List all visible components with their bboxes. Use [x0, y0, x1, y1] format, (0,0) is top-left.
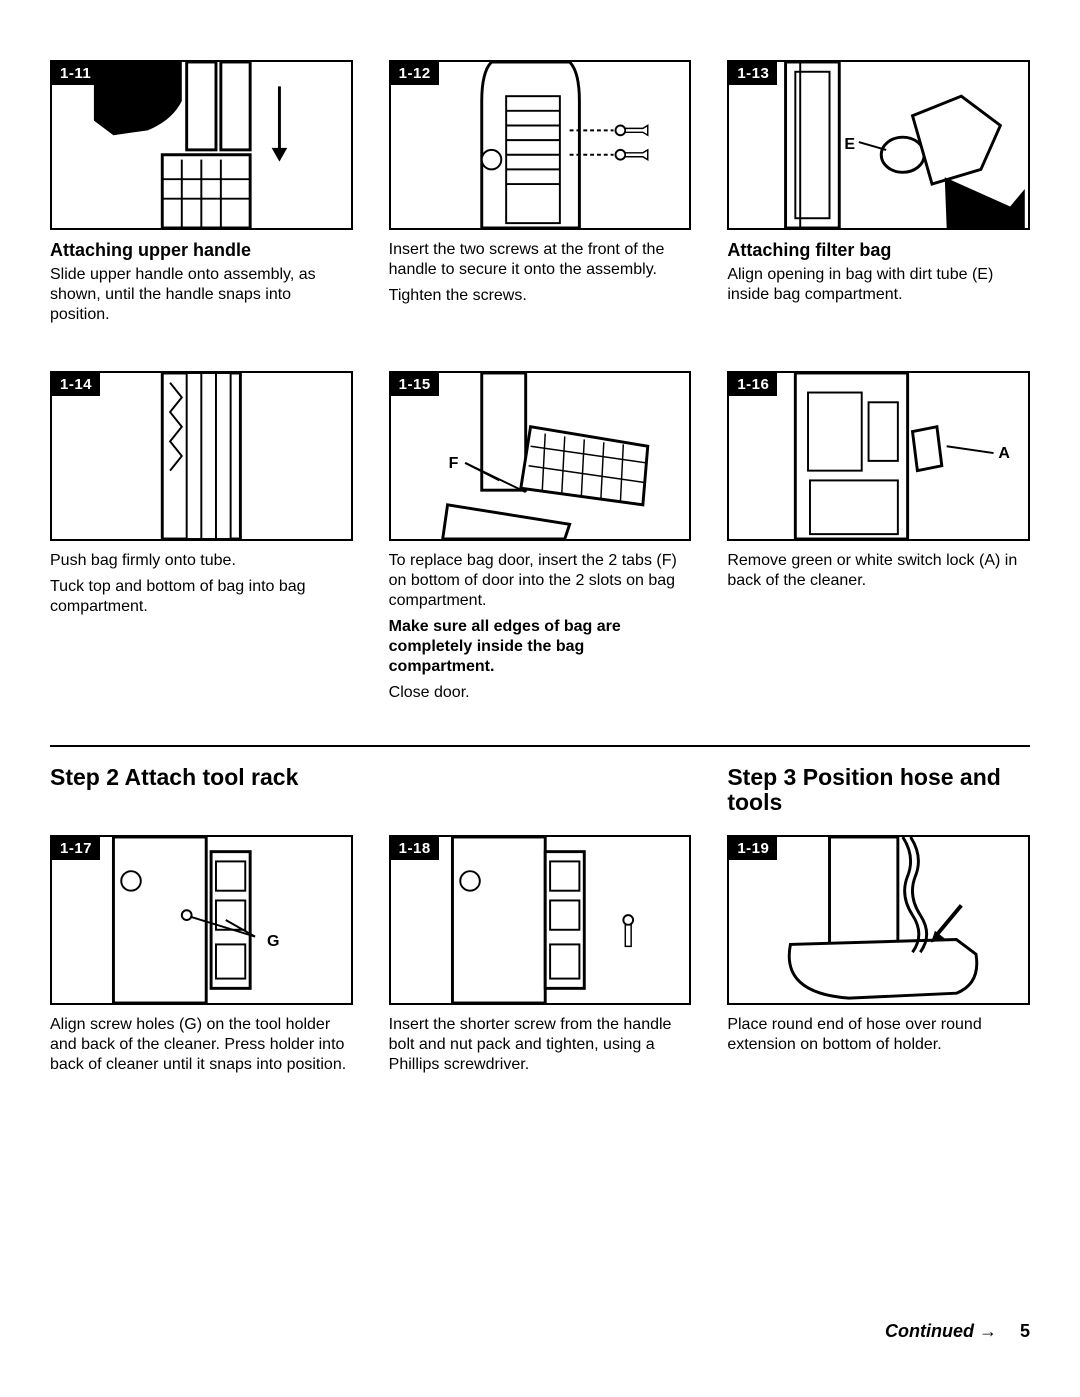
text: To replace bag door, insert the 2 tabs (… [389, 551, 692, 611]
figure-1-18: 1-18 [389, 835, 692, 1005]
step3-heading-cell: Step 3 Position hose and tools [727, 765, 1030, 826]
figure-number: 1-19 [729, 837, 777, 860]
figure-number: 1-13 [729, 62, 777, 85]
section-rule [50, 745, 1030, 747]
text: Tuck top and bottom of bag into bag comp… [50, 577, 353, 617]
body-1-14: Push bag firmly onto tube. Tuck top and … [50, 551, 353, 617]
illustration-upper-handle [52, 62, 351, 228]
spacer [389, 765, 692, 826]
illustration-bag-door [391, 373, 690, 539]
text: Align opening in bag with dirt tube (E) … [727, 265, 1030, 305]
continued-label: Continued [885, 1321, 974, 1341]
callout-E: E [844, 136, 855, 154]
cell-1-16: 1-16 A Remove green or white switch lock… [727, 371, 1030, 709]
figure-1-19: 1-19 [727, 835, 1030, 1005]
instruction-grid: 1-11 Attaching upper handle Slide upper … [50, 60, 1030, 709]
figure-number: 1-17 [52, 837, 100, 860]
cell-1-13: 1-13 E Attaching filter bag Align openin… [727, 60, 1030, 331]
step2-heading-cell: Step 2 Attach tool rack [50, 765, 353, 826]
body-1-13: Align opening in bag with dirt tube (E) … [727, 265, 1030, 305]
subheading-upper-handle: Attaching upper handle [50, 240, 353, 261]
figure-number: 1-12 [391, 62, 439, 85]
illustration-push-bag [52, 373, 351, 539]
body-1-18: Insert the shorter screw from the handle… [389, 1015, 692, 1075]
step-grid: Step 2 Attach tool rack Step 3 Position … [50, 765, 1030, 1082]
text: Remove green or white switch lock (A) in… [727, 551, 1030, 591]
text-bold: Make sure all edges of bag are completel… [389, 617, 692, 677]
figure-number: 1-16 [729, 373, 777, 396]
body-1-16: Remove green or white switch lock (A) in… [727, 551, 1030, 591]
cell-1-11: 1-11 Attaching upper handle Slide upper … [50, 60, 353, 331]
figure-1-14: 1-14 [50, 371, 353, 541]
continued-arrow: → [979, 1321, 997, 1341]
step-heading-3: Step 3 Position hose and tools [727, 765, 1030, 816]
callout-G: G [267, 933, 279, 951]
text: Insert the two screws at the front of th… [389, 240, 692, 280]
cell-1-19: 1-19 Place round end of hose over round … [727, 835, 1030, 1081]
text: Place round end of hose over round exten… [727, 1015, 1030, 1055]
cell-1-14: 1-14 Push bag firmly onto tube. Tuck top… [50, 371, 353, 709]
illustration-tool-rack [52, 837, 351, 1003]
figure-number: 1-14 [52, 373, 100, 396]
page-footer: Continued → 5 [50, 1321, 1030, 1342]
illustration-screws [391, 62, 690, 228]
page-number: 5 [1020, 1321, 1030, 1341]
body-1-17: Align screw holes (G) on the tool holder… [50, 1015, 353, 1075]
illustration-switch-lock [729, 373, 1028, 539]
body-1-11: Slide upper handle onto assembly, as sho… [50, 265, 353, 325]
callout-F: F [449, 455, 459, 473]
figure-1-17: 1-17 G [50, 835, 353, 1005]
body-1-19: Place round end of hose over round exten… [727, 1015, 1030, 1055]
cell-1-17: 1-17 G Align screw holes (G) on the tool… [50, 835, 353, 1081]
figure-number: 1-11 [52, 62, 99, 85]
figure-1-15: 1-15 F [389, 371, 692, 541]
text: Close door. [389, 683, 692, 703]
figure-1-13: 1-13 E [727, 60, 1030, 230]
cell-1-15: 1-15 F To replace bag door, insert the 2… [389, 371, 692, 709]
cell-1-12: 1-12 Insert the two screws at the f [389, 60, 692, 331]
figure-1-11: 1-11 [50, 60, 353, 230]
text: Slide upper handle onto assembly, as sho… [50, 265, 353, 325]
body-1-12: Insert the two screws at the front of th… [389, 240, 692, 306]
illustration-filter-bag [729, 62, 1028, 228]
figure-number: 1-15 [391, 373, 439, 396]
text: Tighten the screws. [389, 286, 692, 306]
body-1-15: To replace bag door, insert the 2 tabs (… [389, 551, 692, 703]
cell-1-18: 1-18 Insert the shorter screw from the h… [389, 835, 692, 1081]
subheading-filter-bag: Attaching filter bag [727, 240, 1030, 261]
text: Push bag firmly onto tube. [50, 551, 353, 571]
illustration-screw-rack [391, 837, 690, 1003]
figure-1-16: 1-16 A [727, 371, 1030, 541]
figure-number: 1-18 [391, 837, 439, 860]
illustration-hose [729, 837, 1028, 1003]
text: Align screw holes (G) on the tool holder… [50, 1015, 353, 1075]
figure-1-12: 1-12 [389, 60, 692, 230]
callout-A: A [998, 445, 1010, 463]
text: Insert the shorter screw from the handle… [389, 1015, 692, 1075]
step-heading-2: Step 2 Attach tool rack [50, 765, 353, 790]
